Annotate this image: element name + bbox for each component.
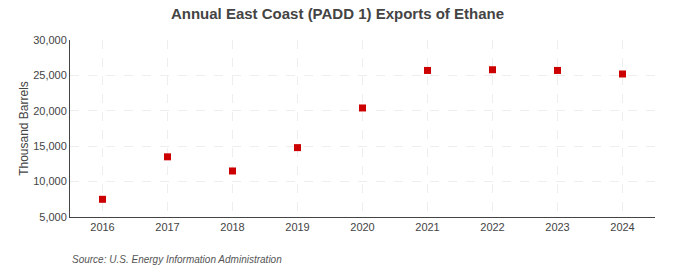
svg-text:30,000: 30,000 bbox=[33, 34, 67, 46]
svg-text:25,000: 25,000 bbox=[33, 69, 67, 81]
svg-text:Source: U.S. Energy Informatio: Source: U.S. Energy Information Administ… bbox=[72, 254, 282, 265]
svg-text:2021: 2021 bbox=[415, 221, 439, 233]
svg-text:Annual East Coast (PADD 1) Exp: Annual East Coast (PADD 1) Exports of Et… bbox=[171, 5, 504, 22]
svg-text:5,000: 5,000 bbox=[39, 211, 67, 223]
svg-text:2023: 2023 bbox=[545, 221, 569, 233]
svg-text:15,000: 15,000 bbox=[33, 140, 67, 152]
svg-text:10,000: 10,000 bbox=[33, 175, 67, 187]
svg-text:2022: 2022 bbox=[480, 221, 504, 233]
svg-text:2017: 2017 bbox=[155, 221, 179, 233]
svg-text:2018: 2018 bbox=[220, 221, 244, 233]
svg-text:Thousand Barrels: Thousand Barrels bbox=[17, 81, 31, 176]
svg-text:2019: 2019 bbox=[285, 221, 309, 233]
svg-text:20,000: 20,000 bbox=[33, 105, 67, 117]
svg-text:2020: 2020 bbox=[350, 221, 374, 233]
svg-text:2024: 2024 bbox=[610, 221, 634, 233]
svg-text:2016: 2016 bbox=[90, 221, 114, 233]
